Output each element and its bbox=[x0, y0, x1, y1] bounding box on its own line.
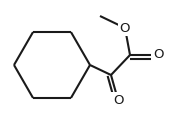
Text: O: O bbox=[120, 22, 130, 34]
Text: O: O bbox=[153, 49, 163, 61]
Text: O: O bbox=[113, 94, 123, 106]
